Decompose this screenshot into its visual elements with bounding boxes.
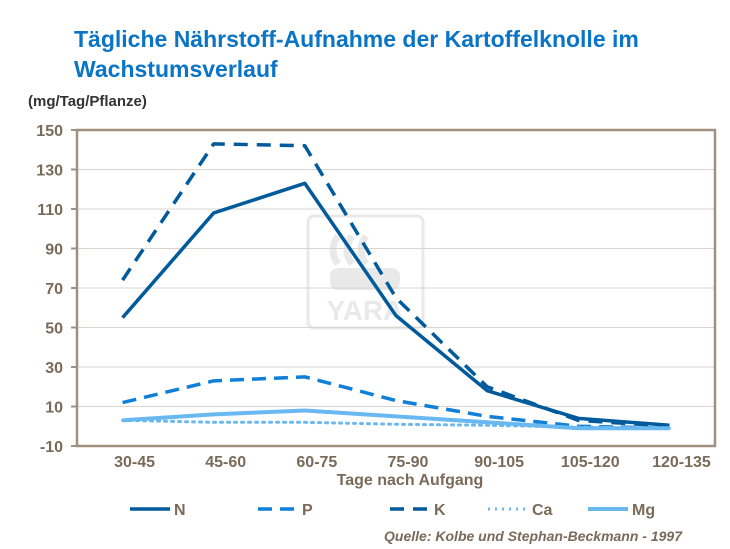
y-tick-label: 150 [36, 123, 63, 140]
y-tick-label: 50 [45, 321, 63, 338]
legend-label-k: K [434, 502, 446, 519]
y-tick-label: -10 [40, 439, 63, 456]
legend-label-ca: Ca [532, 502, 553, 519]
source-note: Quelle: Kolbe und Stephan-Beckmann - 199… [384, 528, 682, 544]
y-axis-label: (mg/Tag/Pflanze) [28, 93, 147, 110]
x-tick-label: 75-90 [388, 454, 429, 471]
y-tick-label: 30 [45, 360, 63, 377]
y-tick-label: 70 [45, 281, 63, 298]
y-tick-label: 90 [45, 242, 63, 259]
x-tick-label: 60-75 [296, 454, 337, 471]
x-tick-label: 120-135 [652, 454, 711, 471]
x-tick-label: 30-45 [114, 454, 155, 471]
x-tick-label: 45-60 [205, 454, 246, 471]
legend-label-p: P [302, 502, 313, 519]
chart-title: Tägliche Nährstoff-Aufnahme der Kartoffe… [74, 26, 639, 82]
series-line-mg [122, 408, 670, 431]
series-line-k [121, 142, 670, 428]
y-tick-label: 130 [36, 163, 63, 180]
legend-label-mg: Mg [632, 502, 655, 519]
x-axis-label: Tage nach Aufgang [336, 472, 484, 489]
legend-label-n: N [174, 502, 186, 519]
plot-frame [75, 128, 717, 448]
x-tick-label: 90-105 [474, 454, 524, 471]
series-line-n [121, 181, 670, 428]
x-tick-label: 105-120 [561, 454, 620, 471]
y-tick-label: 10 [45, 400, 63, 417]
y-tick-label: 110 [37, 202, 63, 219]
